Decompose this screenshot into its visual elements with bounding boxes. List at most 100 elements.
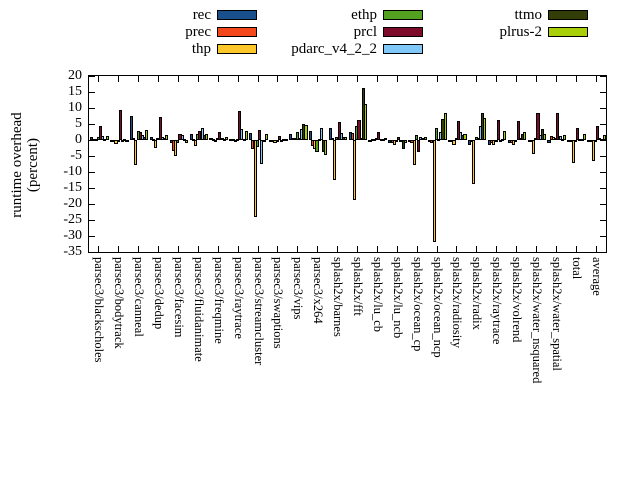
x-tick-top-4	[178, 76, 179, 82]
y-tick-label--35: -35	[63, 244, 82, 259]
x-tick-bottom-7	[237, 246, 239, 252]
y-tick-right-0	[600, 139, 606, 141]
x-tick-bottom-12	[337, 246, 339, 252]
x-tick-bottom-16	[416, 246, 418, 252]
x-tick-bottom-23	[555, 246, 557, 252]
legend-label-prcl: prcl	[353, 24, 377, 40]
bar-pdarc_v4_2_2-20	[498, 140, 502, 142]
bar-thp-3	[154, 140, 158, 149]
y-axis-label-line1: runtime overhead	[9, 112, 25, 218]
y-tick-left-10	[89, 107, 95, 109]
y-tick-left-5	[89, 123, 95, 125]
x-tick-top-8	[257, 76, 259, 82]
bar-prcl-24	[576, 128, 580, 140]
bar-thp-2	[134, 140, 138, 166]
bar-ethp-21	[514, 140, 518, 142]
y-tick-left--35	[89, 251, 95, 253]
bar-thp-15	[392, 140, 396, 145]
bar-plrus-2-12	[344, 137, 348, 140]
y-tick-right-10	[600, 107, 606, 109]
x-tick-top-14	[376, 76, 378, 82]
y-tick-label-0: 0	[75, 132, 82, 147]
bar-rec-19	[467, 140, 472, 145]
bar-plrus-2-1	[125, 140, 129, 142]
bar-rec-12	[328, 128, 332, 140]
legend-swatch-prec	[217, 27, 257, 37]
bar-thp-25	[591, 140, 595, 161]
bar-plrus-2-22	[543, 134, 547, 140]
legend-label-ttmo: ttmo	[514, 7, 542, 23]
x-tick-bottom-24	[575, 246, 577, 252]
y-tick-right--5	[600, 155, 606, 157]
bar-ethp-4	[176, 140, 180, 144]
x-category-label-4: parsec3/facesim	[172, 257, 186, 338]
bar-thp-16	[412, 140, 416, 166]
bar-ttmo-15	[401, 140, 405, 149]
bar-plrus-2-25	[602, 134, 606, 140]
bar-pdarc_v4_2_2-4	[180, 135, 184, 140]
bar-plrus-2-20	[503, 130, 507, 140]
x-tick-bottom-19	[476, 246, 478, 252]
x-tick-bottom-5	[197, 246, 199, 252]
bar-thp-8	[253, 140, 257, 218]
bar-prcl-7	[238, 111, 242, 140]
y-tick-label-5: 5	[75, 116, 82, 131]
x-category-label-5: parsec3/fluidanimate	[191, 257, 206, 362]
x-category-label-23: splash2x/water_spatial	[549, 257, 564, 371]
bar-prcl-20	[496, 119, 500, 140]
bar-ttmo-4	[182, 138, 186, 141]
y-tick-right--20	[600, 203, 606, 205]
x-tick-bottom-10	[297, 246, 299, 252]
bar-pdarc_v4_2_2-12	[339, 132, 343, 140]
bar-prcl-12	[337, 122, 341, 140]
x-category-label-15: splash2x/lu_ncb	[390, 257, 405, 339]
bar-plrus-2-9	[284, 138, 288, 141]
y-tick-left--5	[89, 155, 95, 157]
bar-thp-6	[213, 140, 217, 142]
x-category-label-9: parsec3/swaptions	[271, 257, 286, 349]
legend-swatch-prcl	[383, 27, 423, 37]
x-tick-bottom-17	[436, 246, 438, 252]
x-tick-top-18	[456, 76, 458, 82]
bar-thp-18	[452, 140, 456, 145]
x-tick-top-24	[575, 76, 577, 82]
bar-rec-3	[149, 136, 153, 140]
y-tick-label-20: 20	[68, 68, 82, 83]
bar-thp-19	[472, 140, 476, 184]
y-tick-right-5	[600, 123, 606, 125]
legend-swatch-thp	[217, 44, 257, 54]
legend-label-ethp: ethp	[351, 7, 377, 23]
bar-plrus-2-5	[204, 133, 209, 140]
x-tick-bottom-21	[516, 246, 517, 252]
legend-swatch-ttmo	[548, 10, 588, 20]
x-tick-bottom-2	[138, 246, 140, 252]
x-category-label-14: splash2x/lu_cb	[370, 257, 385, 332]
bar-ethp-10	[295, 132, 299, 140]
x-category-label-17: splash2x/ocean_ncp	[430, 257, 445, 358]
bar-pdarc_v4_2_2-23	[558, 136, 562, 140]
bar-plrus-2-11	[324, 140, 328, 155]
bar-rec-23	[547, 140, 551, 144]
legend-swatch-pdarc_v4_2_2	[383, 44, 423, 54]
bar-rec-5	[189, 133, 193, 140]
bar-plrus-2-19	[483, 117, 487, 140]
x-category-label-3: parsec3/dedup	[152, 257, 167, 330]
x-category-label-24: total	[569, 257, 584, 280]
x-category-label-10: parsec3/vips	[291, 257, 306, 320]
y-tick-label--15: -15	[63, 180, 82, 195]
x-tick-top-0	[98, 76, 100, 82]
bar-prcl-21	[516, 120, 520, 140]
bar-plrus-2-17	[443, 113, 447, 140]
y-tick-right--25	[600, 219, 606, 221]
y-tick-label-10: 10	[68, 100, 82, 115]
bar-plrus-2-0	[105, 136, 109, 140]
bar-plrus-2-3	[165, 135, 169, 140]
bar-thp-22	[531, 140, 536, 154]
bar-plrus-2-7	[244, 131, 248, 140]
x-category-label-25: average	[589, 257, 604, 296]
bar-prcl-6	[218, 132, 222, 140]
x-tick-top-16	[416, 76, 418, 82]
bar-ethp-8	[255, 140, 259, 148]
bar-ethp-15	[395, 140, 399, 142]
x-category-label-6: parsec3/freqmine	[211, 257, 226, 344]
